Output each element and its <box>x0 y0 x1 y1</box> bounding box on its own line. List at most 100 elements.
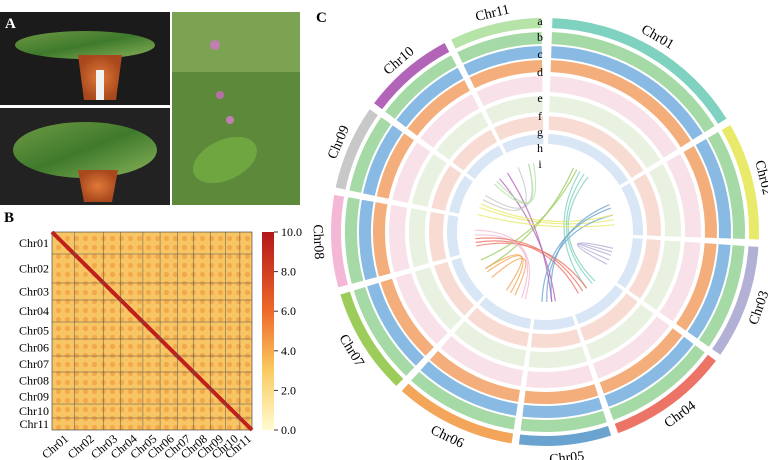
data-track <box>551 32 715 133</box>
row-label: Chr09 <box>19 390 49 404</box>
data-track <box>533 315 576 331</box>
data-track <box>367 282 425 366</box>
data-track <box>550 60 691 148</box>
chromosome-ideogram <box>712 246 759 355</box>
data-track <box>451 257 484 303</box>
data-track <box>396 67 464 128</box>
synteny-link <box>565 173 593 285</box>
chromosome-label: Chr03 <box>747 289 768 327</box>
row-label: Chr07 <box>19 357 49 371</box>
data-track <box>604 336 694 407</box>
data-track <box>683 146 717 239</box>
data-track <box>579 293 638 342</box>
colorbar-tick-label: 4.0 <box>281 344 296 358</box>
data-track <box>457 32 542 64</box>
chromosome-label: Chr11 <box>474 2 511 25</box>
data-track <box>479 297 532 329</box>
data-track <box>428 211 447 263</box>
data-track <box>420 94 480 148</box>
chromosome-ideogram <box>401 383 514 444</box>
synteny-link <box>485 254 524 294</box>
track-label: g <box>537 125 543 139</box>
data-track <box>525 365 594 388</box>
row-label: Chr05 <box>19 324 49 338</box>
track-label: f <box>538 109 542 123</box>
synteny-link <box>482 167 527 211</box>
data-track <box>648 164 681 237</box>
data-track <box>407 80 470 136</box>
chromosome-label: Chr08 <box>309 224 326 260</box>
data-track <box>452 129 498 171</box>
data-track <box>522 397 603 418</box>
chromosome-ideogram <box>335 109 378 190</box>
data-track <box>359 199 377 281</box>
colorbar-tick-label: 8.0 <box>281 265 296 279</box>
chromosome-ideogram <box>374 43 450 110</box>
data-track <box>633 174 661 237</box>
chromosome-ideogram <box>330 194 348 288</box>
data-track <box>436 111 489 160</box>
synteny-link <box>541 207 611 302</box>
chromosome-ideogram <box>451 18 542 49</box>
hic-heatmap <box>50 230 254 432</box>
synteny-link <box>480 203 614 222</box>
data-track <box>643 240 681 311</box>
data-track <box>344 197 364 284</box>
data-track <box>551 46 703 140</box>
chromosome-ideogram <box>614 354 716 434</box>
data-track <box>408 208 430 268</box>
track-label: h <box>537 141 543 155</box>
synteny-link <box>476 242 588 289</box>
synteny-link <box>475 229 531 300</box>
synteny-link <box>499 178 556 302</box>
row-label: Chr02 <box>19 262 49 276</box>
data-track <box>609 345 705 420</box>
data-track <box>372 202 391 277</box>
synteny-link <box>480 169 578 261</box>
data-track <box>699 245 745 347</box>
data-track <box>502 134 544 153</box>
colorbar <box>262 232 274 430</box>
row-label: Chr01 <box>19 236 49 250</box>
data-track <box>453 321 527 367</box>
data-track <box>446 214 460 258</box>
synteny-link <box>475 234 529 299</box>
data-track <box>389 204 410 273</box>
track-label: a <box>537 14 543 28</box>
track-label: e <box>537 91 542 105</box>
photo-potted-plant-bottom <box>0 108 170 205</box>
chromosome-ideogram <box>552 18 727 124</box>
data-track <box>392 142 431 203</box>
data-track <box>353 286 415 376</box>
row-label: Chr06 <box>19 341 49 355</box>
synteny-link <box>506 172 553 302</box>
data-track <box>349 117 391 193</box>
chromosome-label: Chr05 <box>549 449 585 460</box>
panel-label: B <box>4 210 14 226</box>
track-label: c <box>537 47 542 61</box>
data-track <box>395 272 448 345</box>
data-track <box>659 241 701 322</box>
data-track <box>621 183 643 236</box>
data-track <box>463 46 542 76</box>
data-track <box>485 96 543 125</box>
synteny-link <box>496 163 534 204</box>
data-track <box>617 238 643 289</box>
data-track <box>676 243 717 331</box>
data-track <box>524 384 599 404</box>
synteny-link <box>486 255 523 291</box>
synteny-link <box>491 257 527 296</box>
data-track <box>420 361 518 416</box>
data-track <box>429 350 520 402</box>
colorbar-tick-label: 6.0 <box>281 304 296 318</box>
synteny-link <box>477 213 615 228</box>
data-track <box>530 329 581 348</box>
colorbar-tick-label: 0.0 <box>281 423 296 437</box>
data-track <box>599 328 683 394</box>
data-track <box>628 239 661 299</box>
chromosome-ideogram <box>518 426 612 446</box>
data-track <box>411 153 447 208</box>
synteny-link <box>567 176 596 282</box>
data-track <box>385 55 457 119</box>
row-label: Chr03 <box>19 285 49 299</box>
